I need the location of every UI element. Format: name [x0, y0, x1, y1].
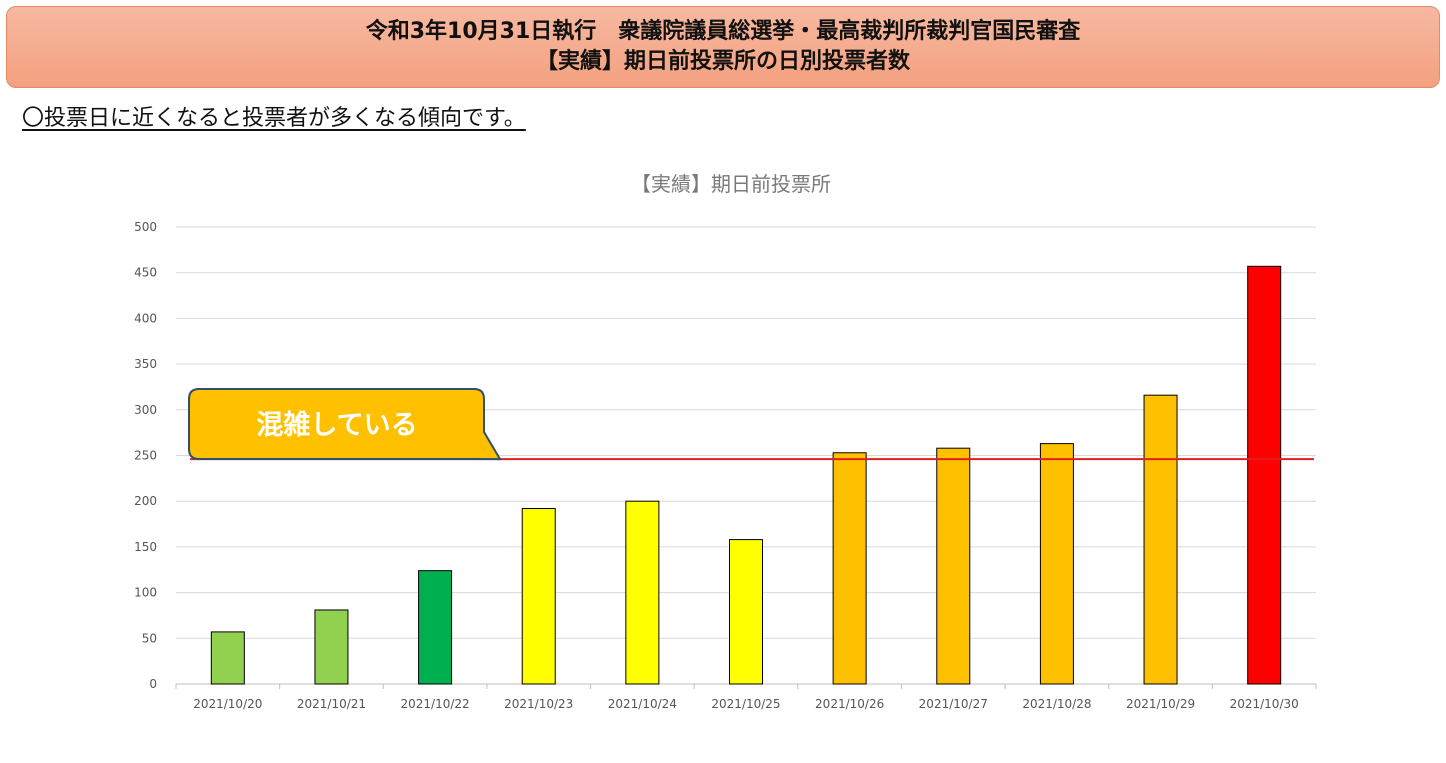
y-tick-label: 200: [134, 494, 157, 508]
bar-2021/10/26: [832, 452, 867, 685]
y-tick-label: 400: [134, 311, 157, 325]
x-category-label: 2021/10/23: [504, 697, 573, 711]
bar-2021/10/24: [625, 500, 660, 685]
x-category-label: 2021/10/22: [401, 697, 470, 711]
x-category-label: 2021/10/28: [1022, 697, 1091, 711]
bar-2021/10/25: [729, 539, 763, 685]
callout-label: 混雑している: [256, 409, 417, 441]
header-title-line2: 【実績】期日前投票所の日別投票者数: [535, 49, 910, 74]
bar-2021/10/22: [418, 570, 453, 685]
y-tick-label: 300: [134, 403, 157, 417]
x-category-label: 2021/10/20: [193, 697, 262, 711]
chart-title: 【実績】期日前投票所: [631, 172, 831, 196]
x-category-label: 2021/10/26: [815, 697, 884, 711]
bar-2021/10/28: [1039, 443, 1074, 685]
congestion-callout: 混雑している: [188, 388, 502, 461]
trend-note-text: 〇投票日に近くなると投票者が多くなる傾向です。: [22, 106, 526, 131]
x-category-label: 2021/10/21: [297, 697, 366, 711]
x-category-label: 2021/10/27: [919, 697, 988, 711]
header-banner: 令和3年10月31日執行 衆議院議員総選挙・最高裁判所裁判官国民審査 【実績】期…: [6, 6, 1440, 88]
y-tick-label: 500: [134, 220, 157, 234]
y-tick-label: 50: [142, 631, 157, 645]
y-tick-label: 150: [134, 540, 157, 554]
bar-2021/10/23: [521, 508, 556, 685]
bar-2021/10/27: [936, 447, 971, 685]
bar-2021/10/20: [210, 631, 245, 685]
y-tick-label: 350: [134, 357, 157, 371]
header-title-line1: 令和3年10月31日執行 衆議院議員総選挙・最高裁判所裁判官国民審査: [365, 19, 1081, 44]
bar-2021/10/30: [1247, 265, 1282, 685]
x-category-label: 2021/10/25: [711, 697, 780, 711]
y-tick-label: 250: [134, 449, 157, 463]
callout-shape: [188, 388, 502, 461]
y-tick-label: 0: [149, 677, 157, 691]
x-category-label: 2021/10/30: [1230, 697, 1299, 711]
y-axis-ticks: 0 50 100 150 200 250 300 350 400 450 500: [134, 220, 157, 691]
bar-2021/10/29: [1143, 394, 1178, 685]
x-category-label: 2021/10/24: [608, 697, 677, 711]
y-tick-label: 450: [134, 266, 157, 280]
trend-note: 〇投票日に近くなると投票者が多くなる傾向です。: [22, 100, 540, 132]
x-category-label: 2021/10/29: [1126, 697, 1195, 711]
chart-bars: [210, 265, 1282, 685]
bar-2021/10/21: [314, 609, 349, 685]
y-tick-label: 100: [134, 586, 157, 600]
x-axis-labels: 2021/10/20 2021/10/21 2021/10/22 2021/10/23…: [175, 684, 1317, 711]
